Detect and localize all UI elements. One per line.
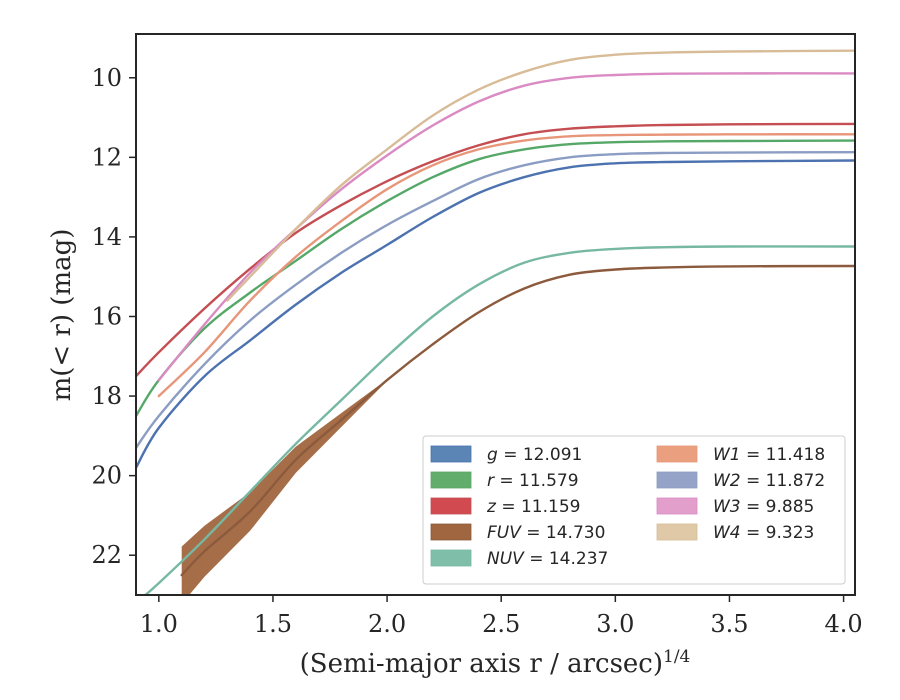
legend-swatch-z (430, 497, 472, 515)
x-tick-label: 4.0 (825, 610, 863, 638)
legend-label-fuv: FUV = 14.730 (487, 523, 605, 543)
y-tick-label: 10 (91, 64, 122, 92)
x-tick-label: 2.5 (482, 610, 520, 638)
series-line-w1 (157, 133, 855, 398)
x-tick-label: 3.0 (596, 610, 634, 638)
y-tick-label: 22 (91, 541, 122, 569)
y-tick-label: 20 (91, 462, 122, 490)
y-axis-label: m(< r) (mag) (47, 229, 77, 402)
x-axis-ticks: 1.0 1.5 2.0 2.5 3.0 3.5 4.0 (140, 595, 863, 638)
legend-swatch-w3 (656, 497, 698, 515)
series-line-g (136, 159, 855, 469)
x-tick-label: 1.5 (254, 610, 292, 638)
legend-label-w2: W2 = 11.872 (713, 471, 825, 491)
legend-label-z: z = 11.159 (486, 497, 580, 517)
legend-swatch-w4 (656, 523, 698, 541)
y-tick-label: 12 (91, 143, 122, 171)
legend-swatch-w1 (656, 445, 698, 463)
series-line-w4 (226, 49, 855, 302)
legend-label-w3: W3 = 9.885 (713, 497, 814, 517)
series-line-w2 (136, 151, 855, 449)
y-tick-label: 18 (91, 382, 122, 410)
legend-box (422, 435, 846, 585)
series-line-fuv (180, 264, 855, 577)
x-tick-label: 3.5 (710, 610, 748, 638)
x-axis-label: (Semi-major axis r / arcsec)1/4 (300, 647, 691, 679)
legend-label-r: r = 11.579 (487, 471, 579, 491)
y-tick-label: 14 (91, 223, 122, 251)
legend-label-nuv: NUV = 14.237 (487, 549, 608, 569)
x-tick-label: 1.0 (140, 610, 178, 638)
legend-swatch-r (430, 471, 472, 489)
legend-swatch-fuv (430, 523, 472, 541)
legend-swatch-nuv (430, 549, 472, 567)
plot-frame (135, 33, 856, 596)
y-axis-ticks: 10 12 14 16 18 20 22 (91, 64, 136, 569)
legend: g = 12.091 r = 11.579 z = 11.159 FUV = 14.7… (422, 435, 846, 585)
x-tick-label: 2.0 (368, 610, 406, 638)
y-tick-label: 16 (91, 302, 122, 330)
legend-label-g: g = 12.091 (487, 445, 582, 465)
series-line-r (136, 139, 855, 418)
legend-swatch-g (430, 445, 472, 463)
series-line-z (136, 122, 855, 378)
legend-label-w1: W1 = 11.418 (713, 445, 825, 465)
series-lines (136, 49, 855, 595)
legend-label-w4: W4 = 9.323 (713, 523, 814, 543)
series-line-w3 (157, 72, 855, 382)
series-line-nuv (143, 245, 855, 595)
legend-swatch-w2 (656, 471, 698, 489)
